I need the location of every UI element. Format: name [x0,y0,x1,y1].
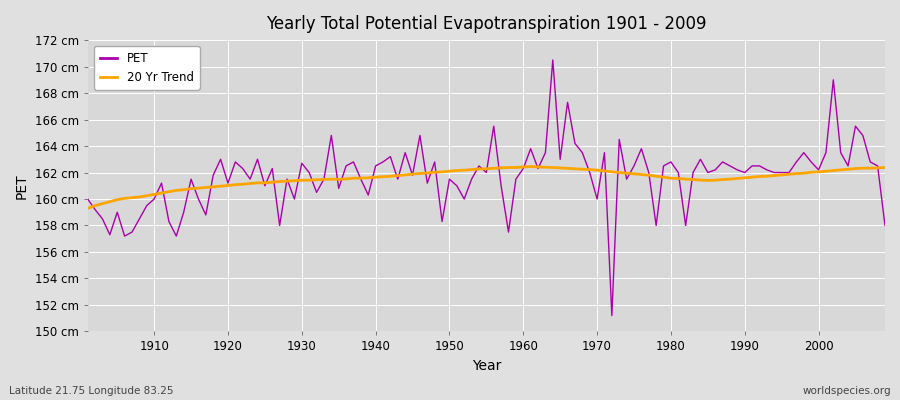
Legend: PET, 20 Yr Trend: PET, 20 Yr Trend [94,46,200,90]
Title: Yearly Total Potential Evapotranspiration 1901 - 2009: Yearly Total Potential Evapotranspiratio… [266,15,706,33]
X-axis label: Year: Year [472,359,501,373]
Text: Latitude 21.75 Longitude 83.25: Latitude 21.75 Longitude 83.25 [9,386,174,396]
Y-axis label: PET: PET [15,173,29,198]
Text: worldspecies.org: worldspecies.org [803,386,891,396]
